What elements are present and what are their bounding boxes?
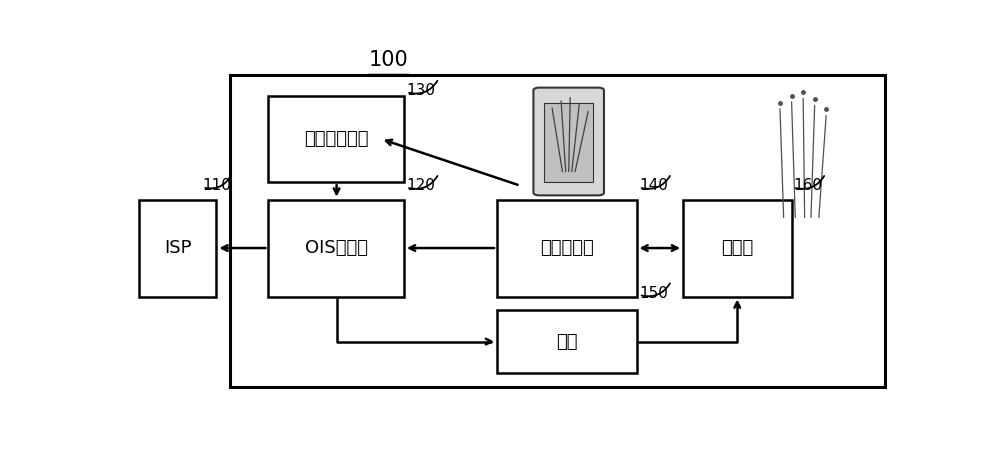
Bar <box>544 103 593 182</box>
Bar <box>497 310 637 373</box>
Bar <box>230 75 885 387</box>
Bar <box>268 95 404 182</box>
Text: 140: 140 <box>639 178 668 193</box>
Text: 110: 110 <box>202 178 231 193</box>
Text: 摄像头: 摄像头 <box>721 239 753 257</box>
Text: ISP: ISP <box>164 239 191 257</box>
Text: 120: 120 <box>406 178 435 193</box>
Text: 150: 150 <box>639 286 668 301</box>
Bar <box>139 199 216 297</box>
Text: 160: 160 <box>793 178 822 193</box>
Text: 100: 100 <box>369 50 409 70</box>
Text: 马达: 马达 <box>556 333 578 351</box>
Bar <box>497 199 637 297</box>
Text: OIS控制器: OIS控制器 <box>305 239 368 257</box>
Bar <box>268 199 404 297</box>
Text: 陀螺仪传感器: 陀螺仪传感器 <box>304 130 368 148</box>
FancyBboxPatch shape <box>533 88 604 195</box>
Bar <box>683 199 792 297</box>
Text: 130: 130 <box>406 83 435 98</box>
Text: 霍尔传感器: 霍尔传感器 <box>540 239 594 257</box>
